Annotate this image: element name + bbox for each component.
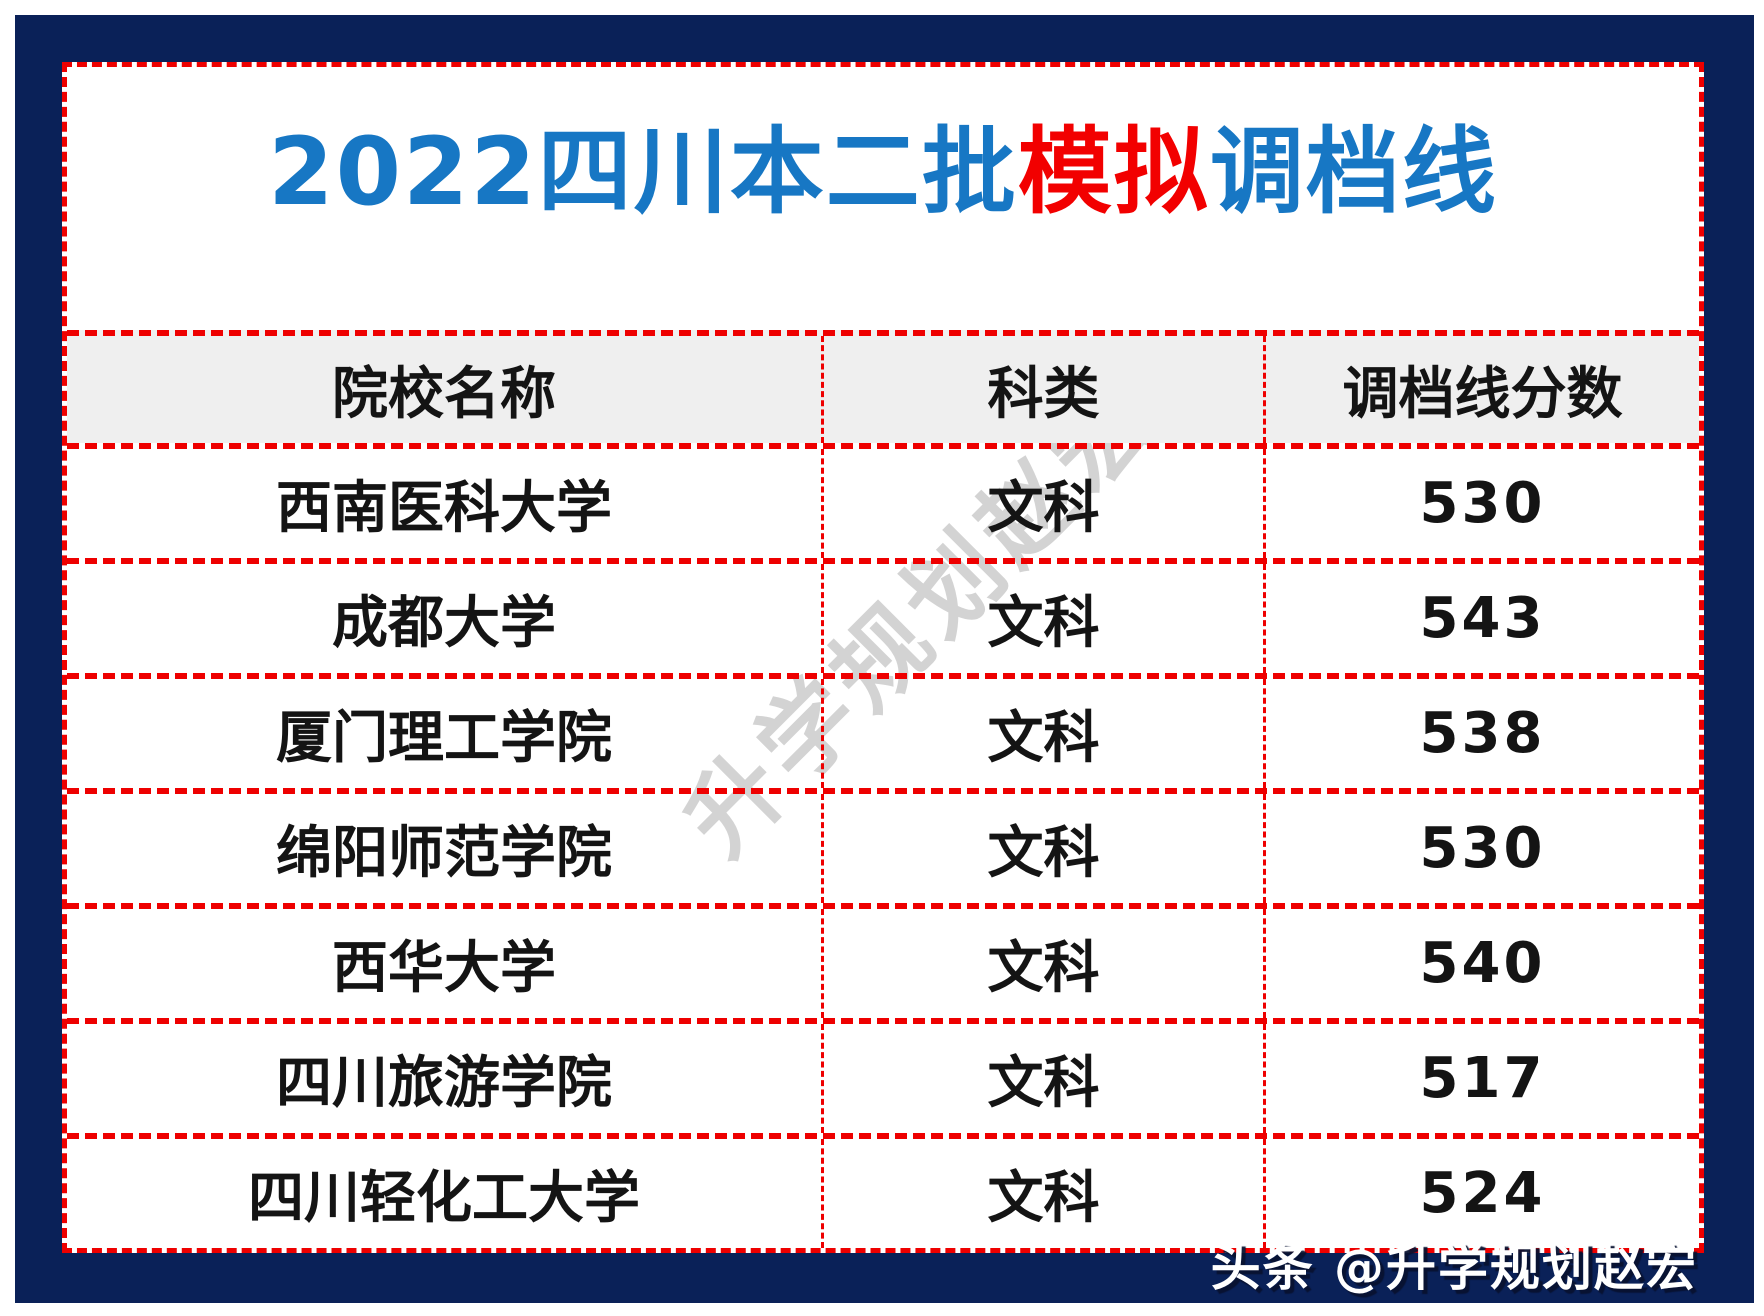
category-cell: 文科	[821, 449, 1263, 558]
table-header-row: 院校名称 科类 调档线分数	[67, 330, 1699, 443]
title-segment-blue-right: 调档线	[1209, 118, 1498, 227]
content-area: 2022四川本二批模拟调档线 升学规划赵宏 院校名称 科类 调档线分数 西南医科…	[62, 62, 1704, 1253]
category-cell: 文科	[821, 909, 1263, 1018]
school-name-cell: 西南医科大学	[276, 476, 612, 541]
table-row: 成都大学 文科 543	[67, 558, 1699, 673]
school-name-cell: 成都大学	[332, 591, 556, 656]
header-subject-category: 科类	[821, 336, 1263, 443]
score-table: 院校名称 科类 调档线分数 西南医科大学 文科 530 成都大学 文科 543 …	[67, 330, 1699, 1248]
category-cell: 文科	[821, 1139, 1263, 1248]
school-name-cell: 绵阳师范学院	[276, 821, 612, 886]
score-cell: 540	[1263, 909, 1699, 1018]
school-name-cell: 四川旅游学院	[276, 1051, 612, 1116]
category-cell: 文科	[821, 564, 1263, 673]
navy-frame: 2022四川本二批模拟调档线 升学规划赵宏 院校名称 科类 调档线分数 西南医科…	[15, 15, 1754, 1303]
title-segment-blue-left: 2022四川本二批	[268, 118, 1018, 227]
title-segment-red: 模拟	[1017, 118, 1210, 227]
school-name-cell: 西华大学	[332, 936, 556, 1001]
score-cell: 530	[1263, 794, 1699, 903]
table-row: 四川轻化工大学 文科 524	[67, 1133, 1699, 1248]
toutiao-watermark-credit: 头条 @升学规划赵宏	[1210, 1239, 1698, 1297]
score-cell: 517	[1263, 1024, 1699, 1133]
score-cell: 543	[1263, 564, 1699, 673]
school-name-cell: 四川轻化工大学	[248, 1166, 640, 1231]
score-cell: 538	[1263, 679, 1699, 788]
category-cell: 文科	[821, 1024, 1263, 1133]
score-cell: 524	[1263, 1139, 1699, 1248]
page-title: 2022四川本二批模拟调档线	[67, 121, 1699, 224]
table-row: 厦门理工学院 文科 538	[67, 673, 1699, 788]
header-score-line: 调档线分数	[1263, 336, 1699, 443]
category-cell: 文科	[821, 679, 1263, 788]
school-name-cell: 厦门理工学院	[276, 706, 612, 771]
category-cell: 文科	[821, 794, 1263, 903]
table-row: 绵阳师范学院 文科 530	[67, 788, 1699, 903]
table-row: 四川旅游学院 文科 517	[67, 1018, 1699, 1133]
score-cell: 530	[1263, 449, 1699, 558]
header-school-name: 院校名称	[332, 362, 556, 427]
table-row: 西南医科大学 文科 530	[67, 443, 1699, 558]
table-row: 西华大学 文科 540	[67, 903, 1699, 1018]
